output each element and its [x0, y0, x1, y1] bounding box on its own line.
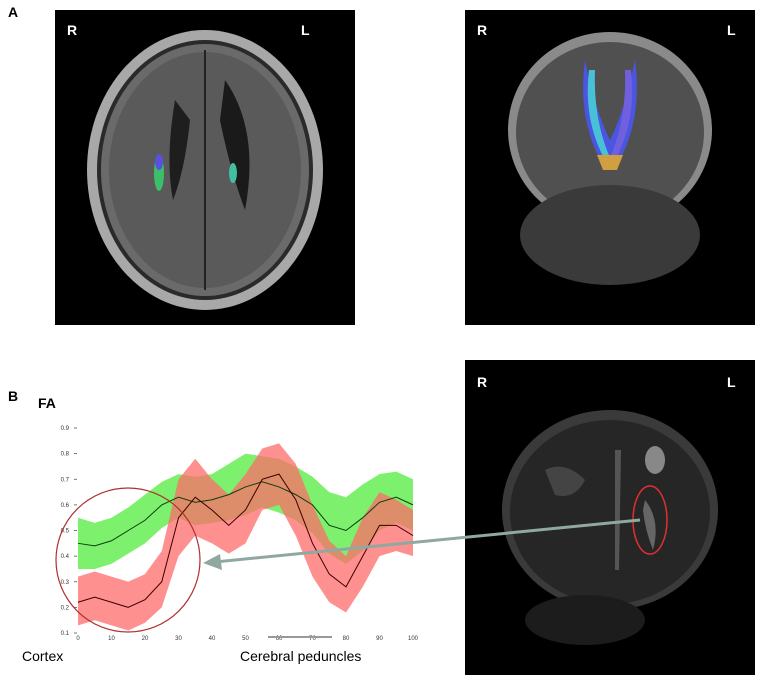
x-tick-label: 20 [142, 636, 149, 642]
y-tick-label: 0.8 [61, 452, 70, 458]
x-tick-label: 70 [309, 636, 316, 642]
x-tick-label: 100 [408, 636, 419, 642]
arrow-head [203, 554, 222, 570]
flair-brain-drawing [502, 410, 718, 645]
y-tick-label: 0.2 [61, 605, 70, 611]
x-tick-label: 10 [108, 636, 115, 642]
x-tick-label: 50 [242, 636, 249, 642]
y-tick-label: 0.9 [61, 426, 70, 432]
y-tick-label: 0.6 [61, 503, 70, 509]
coronal-brain-drawing [508, 32, 712, 285]
flair-mri-image: R L [465, 360, 755, 675]
y-tick-label: 0.5 [61, 529, 70, 535]
coronal-orientation-left: L [727, 22, 736, 38]
panel-b-label: B [8, 388, 19, 404]
control-mean-line [77, 481, 414, 547]
x-tick-label: 0 [76, 636, 80, 642]
coronal-orientation-right: R [477, 22, 488, 38]
connecting-arrow-line [214, 518, 641, 564]
cortex-caption: Cortex [22, 648, 64, 664]
x-tick-label: 80 [343, 636, 350, 642]
x-tick-label: 30 [175, 636, 182, 642]
flair-orientation-right: R [477, 374, 488, 390]
y-tick-label: 0.4 [61, 554, 70, 560]
patient-mean-line [77, 473, 414, 608]
flair-orientation-left: L [727, 374, 736, 390]
patient-band [78, 443, 413, 631]
x-tick-label: 60 [276, 636, 283, 642]
x-tick-label: 40 [209, 636, 216, 642]
cerebral-peduncles-caption: Cerebral peduncles [240, 648, 362, 664]
axial-brain-drawing [87, 30, 323, 310]
axial-mri-image: R L [55, 10, 355, 325]
y-tick-label: 0.1 [61, 631, 70, 637]
axial-orientation-left: L [301, 22, 310, 38]
panel-a-label: A [8, 4, 19, 20]
cortex-highlight-circle [55, 487, 201, 633]
axial-orientation-right: R [67, 22, 78, 38]
fa-axis-label: FA [38, 395, 56, 411]
x-tick-label: 90 [376, 636, 383, 642]
y-tick-label: 0.3 [61, 580, 70, 586]
coronal-mri-image: R L [465, 10, 755, 325]
y-tick-label: 0.7 [61, 477, 70, 483]
